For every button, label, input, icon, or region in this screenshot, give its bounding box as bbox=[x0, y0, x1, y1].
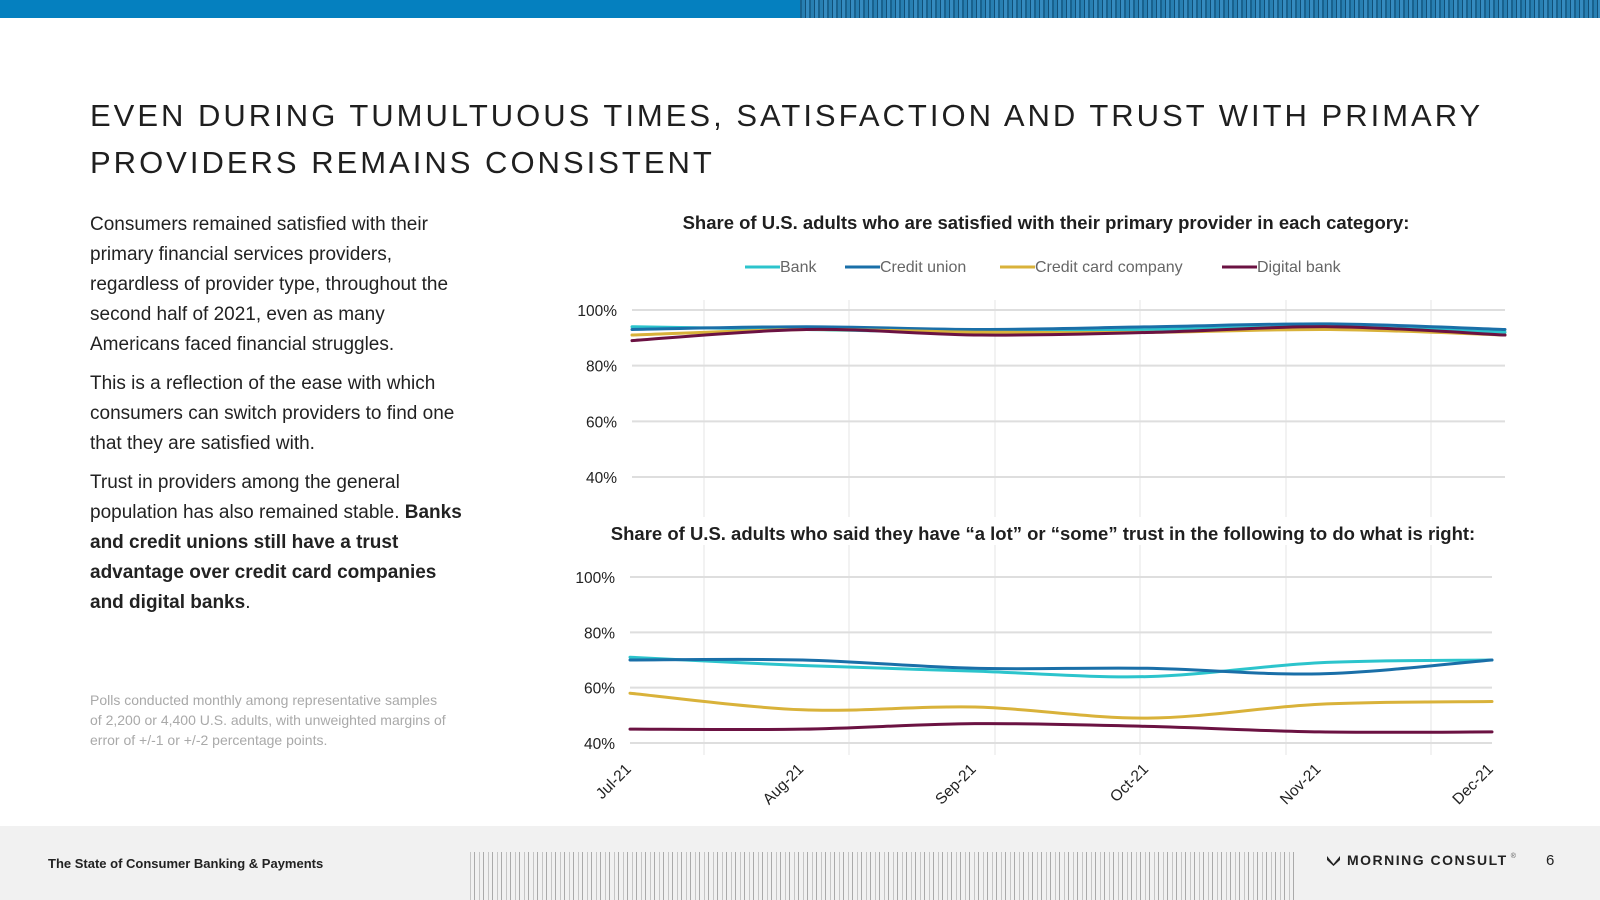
banner-texture bbox=[800, 0, 1600, 18]
brand-logo: MORNING CONSULT ® bbox=[1326, 852, 1516, 868]
page-title: EVEN DURING TUMULTUOUS TIMES, SATISFACTI… bbox=[90, 98, 1483, 180]
chart-title: Share of U.S. adults who said they have … bbox=[611, 523, 1475, 544]
chart-2: Share of U.S. adults who said they have … bbox=[575, 523, 1496, 808]
y-tick-label: 40% bbox=[584, 736, 615, 753]
body-copy: Consumers remained satisfied with their … bbox=[90, 210, 470, 627]
x-tick-label: Nov-21 bbox=[1277, 761, 1324, 808]
x-tick-label: Aug-21 bbox=[760, 761, 807, 808]
y-tick-label: 100% bbox=[575, 570, 615, 587]
chart-1: Share of U.S. adults who are satisfied w… bbox=[577, 212, 1507, 517]
y-tick-label: 80% bbox=[586, 359, 617, 376]
brand-trademark: ® bbox=[1510, 852, 1516, 860]
legend-item: Bank bbox=[745, 259, 817, 276]
page-number: 6 bbox=[1546, 852, 1555, 869]
y-tick-label: 60% bbox=[586, 414, 617, 431]
legend-item: Credit card company bbox=[1000, 259, 1183, 276]
legend-label: Bank bbox=[780, 259, 817, 276]
legend-label: Credit union bbox=[880, 259, 966, 276]
series-line-credit-union bbox=[630, 322, 1507, 331]
chart-title: Share of U.S. adults who are satisfied w… bbox=[683, 212, 1410, 233]
chart-legend: Bank Credit union Credit card company Digit… bbox=[745, 259, 1342, 276]
trust-text: Trust in providers among the general pop… bbox=[90, 472, 405, 523]
y-tick-label: 100% bbox=[577, 303, 617, 320]
paragraph-satisfaction: Consumers remained satisfied with their … bbox=[90, 214, 449, 355]
brand-mark-icon bbox=[1327, 856, 1340, 866]
paragraph-trust: Trust in providers among the general pop… bbox=[90, 468, 470, 618]
series-line-bank bbox=[628, 655, 1494, 679]
series-line-credit-card-company bbox=[628, 691, 1494, 720]
series-line-digital-bank bbox=[630, 325, 1507, 343]
y-tick-label: 60% bbox=[584, 681, 615, 698]
y-tick-label: 40% bbox=[586, 470, 617, 487]
legend-label: Digital bank bbox=[1257, 259, 1342, 276]
legend-item: Credit union bbox=[845, 259, 966, 276]
paragraph-switching: This is a reflection of the ease with wh… bbox=[90, 373, 455, 454]
trust-text-end: . bbox=[245, 592, 251, 613]
series-line-credit-union bbox=[628, 657, 1494, 676]
footer-texture bbox=[470, 852, 1296, 900]
x-tick-label: Sep-21 bbox=[932, 761, 979, 808]
top-banner bbox=[0, 0, 1600, 18]
brand-name: MORNING CONSULT bbox=[1347, 852, 1508, 868]
trust-highlight: Banks and credit unions still have a tru… bbox=[90, 502, 462, 613]
report-title: The State of Consumer Banking & Payments bbox=[48, 856, 324, 871]
x-tick-label: Jul-21 bbox=[593, 761, 635, 803]
legend-label: Credit card company bbox=[1035, 259, 1183, 276]
x-tick-label: Oct-21 bbox=[1107, 761, 1152, 806]
y-tick-label: 80% bbox=[584, 625, 615, 642]
methodology-footnote: Polls conducted monthly among representa… bbox=[90, 692, 446, 748]
legend-item: Digital bank bbox=[1222, 259, 1342, 276]
charts-area: Share of U.S. adults who are satisfied w… bbox=[575, 212, 1507, 808]
footer: The State of Consumer Banking & Payments… bbox=[0, 826, 1600, 900]
x-tick-label: Dec-21 bbox=[1449, 761, 1496, 808]
series-line-digital-bank bbox=[628, 722, 1494, 734]
